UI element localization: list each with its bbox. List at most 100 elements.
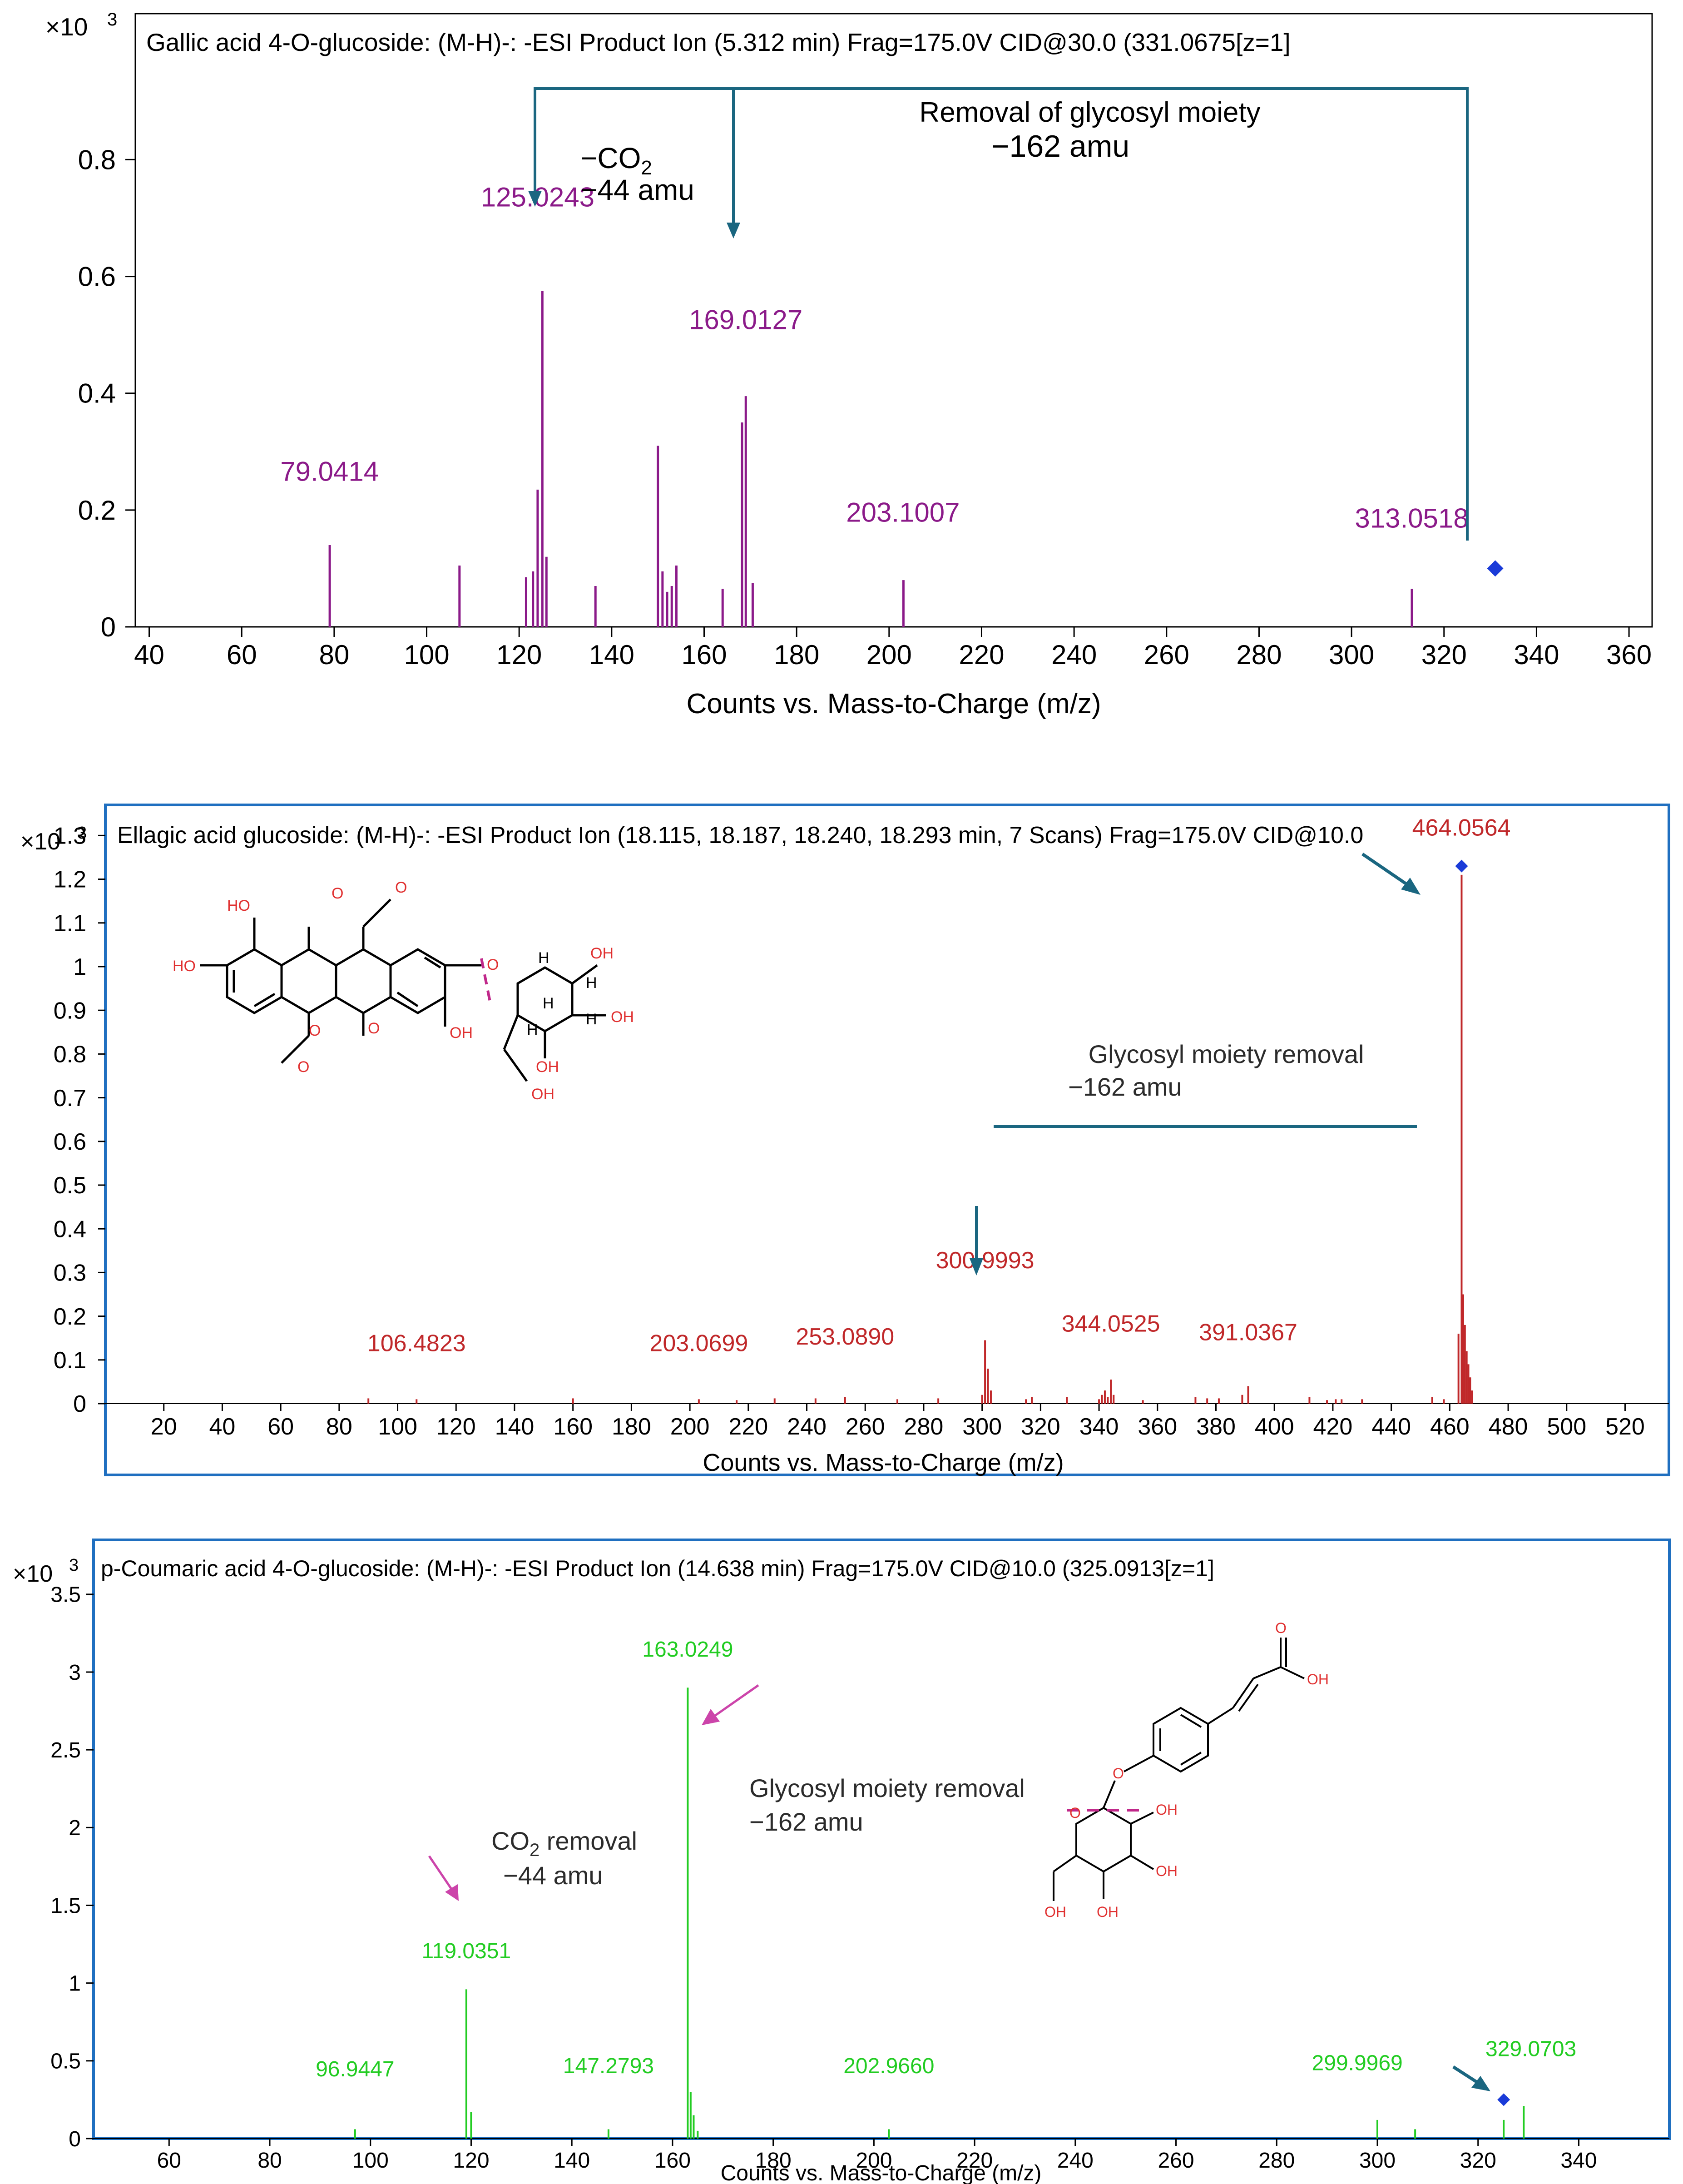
axis-ticks: 60 80 100 120 140 160 180 200 220 240 260 280 300 320…	[50, 1583, 1597, 2173]
atom-label: OH	[450, 1024, 473, 1042]
chart-title: p-Coumaric acid 4-O-glucoside: (M-H)-: -…	[101, 1556, 1214, 1581]
co2-text: CO	[491, 1827, 530, 1855]
y-multiplier: ×10	[13, 1561, 53, 1587]
x-tick-label: 200	[856, 2149, 892, 2173]
bond-glycosidic-2	[1103, 1780, 1116, 1808]
co2-loss-text: −CO	[580, 142, 641, 174]
arrow-to-precursor-shaft	[1361, 853, 1413, 889]
chart-title: Gallic acid 4-O-glucoside: (M-H)-: -ESI …	[146, 28, 1291, 56]
peak-label: 391.0367	[1199, 1320, 1297, 1346]
coumaric-glucoside-structure: O OH O O OH OH OH OH	[1044, 1620, 1329, 1920]
atom-label: OH	[1097, 1904, 1119, 1920]
x-axis-label: Counts vs. Mass-to-Charge (m/z)	[703, 1449, 1064, 1476]
x-tick-label: 240	[787, 1414, 827, 1440]
x-tick-label: 440	[1371, 1414, 1411, 1440]
benzene-ring	[1153, 1707, 1209, 1773]
glycosyl-removal-label: Glycosyl moiety removal	[749, 1774, 1025, 1802]
y-tick-label: 0.6	[54, 1129, 86, 1155]
peak-label: 147.2793	[563, 2054, 654, 2078]
x-tick-label: 260	[1158, 2149, 1194, 2173]
x-tick-label: 220	[728, 1414, 768, 1440]
x-tick-label: 120	[496, 640, 542, 670]
x-tick-label: 380	[1196, 1414, 1236, 1440]
y-tick-label: 2.5	[50, 1738, 81, 1762]
arrow-to-precursor-head	[1471, 2076, 1490, 2091]
bond-carbonyl-o-top	[362, 898, 391, 928]
x-tick-label: 240	[1057, 2149, 1094, 2173]
atom-label: OH	[1044, 1904, 1066, 1920]
ellagic-spectrum-chart: Ellagic acid glucoside: (M-H)-: -ESI Pro…	[20, 804, 1670, 1476]
atom-label: O	[297, 1058, 309, 1076]
plot-frame	[104, 804, 1670, 1476]
structure-bonds	[200, 898, 606, 1082]
atom-label: O	[1113, 1765, 1124, 1782]
co2-loss-label: −CO2	[580, 142, 652, 179]
x-tick-label: 60	[267, 1414, 294, 1440]
peak-labels: 163.0249 119.0351 96.9447 147.2793 202.9660 2…	[316, 1638, 1576, 2106]
spectrum-peaks	[354, 1688, 1525, 2139]
y-multiplier-exp: 3	[69, 1556, 79, 1575]
x-tick-label: 200	[866, 640, 912, 670]
atom-label: OH	[1156, 1802, 1178, 1818]
x-tick-label: 140	[554, 2149, 590, 2173]
plot-frame	[92, 1539, 1671, 2140]
y-tick-label: 1	[73, 954, 86, 980]
axis-ticks: 40 60 80 100 120 140 160 180 200 220 240 260 280 300 3…	[78, 144, 1652, 670]
arrow-to-119-shaft	[428, 1855, 453, 1891]
y-tick-label: 0	[69, 2127, 81, 2151]
x-tick-label: 300	[1329, 640, 1374, 670]
x-tick-label: 300	[962, 1414, 1002, 1440]
x-tick-label: 220	[956, 2149, 993, 2173]
peak-label: 329.0703	[1485, 2037, 1576, 2061]
x-tick-label: 40	[134, 640, 164, 670]
atom-label: H	[586, 974, 597, 992]
peak-label: 202.9660	[843, 2054, 934, 2078]
x-tick-label: 320	[1421, 640, 1467, 670]
fragmentation-annotations: Glycosyl moiety removal −162 amu CO2 rem…	[428, 1684, 1490, 2091]
peak-label: 299.9969	[1312, 2051, 1403, 2075]
y-tick-label: 3	[69, 1661, 81, 1685]
ring-b	[280, 948, 337, 1014]
co2-subscript: 2	[641, 157, 652, 179]
bond-ch2	[503, 1015, 519, 1050]
y-tick-label: 0	[101, 612, 116, 642]
ring-c	[335, 948, 392, 1014]
x-axis-label: Counts vs. Mass-to-Charge (m/z)	[721, 2161, 1042, 2184]
y-tick-label: 0.4	[78, 378, 116, 409]
atom-label: O	[332, 885, 343, 902]
peak-label: 464.0564	[1412, 814, 1511, 841]
atom-label: O	[309, 1022, 321, 1039]
atom-label: OH	[531, 1086, 554, 1103]
peak-label: 344.0525	[1062, 1310, 1160, 1337]
y-tick-label: 3.5	[50, 1583, 81, 1607]
atom-label: OH	[1156, 1863, 1178, 1879]
x-tick-label: 120	[453, 2149, 489, 2173]
x-tick-label: 60	[227, 640, 257, 670]
peak-label: 119.0351	[422, 1939, 511, 1963]
y-tick-label: 0.7	[54, 1085, 86, 1112]
y-tick-label: 0.5	[50, 2050, 81, 2074]
x-tick-label: 180	[755, 2149, 792, 2173]
x-tick-label: 240	[1051, 640, 1097, 670]
x-tick-label: 320	[1021, 1414, 1060, 1440]
arrow-to-125-head	[528, 191, 542, 207]
x-axis-label: Counts vs. Mass-to-Charge (m/z)	[687, 688, 1101, 720]
x-tick-label: 20	[151, 1414, 177, 1440]
co2-mass-label: −44 amu	[503, 1861, 603, 1890]
coumaric-spectrum-chart: p-Coumaric acid 4-O-glucoside: (M-H)-: -…	[13, 1539, 1671, 2184]
x-tick-label: 320	[1460, 2149, 1496, 2173]
x-tick-label: 280	[1258, 2149, 1295, 2173]
peak-label: 313.0518	[1355, 503, 1468, 533]
atom-label: OH	[611, 1008, 634, 1026]
atom-label: OH	[590, 945, 614, 962]
glycosyl-mass-label: −162 amu	[749, 1807, 863, 1836]
x-tick-label: 340	[1560, 2149, 1597, 2173]
atom-label: O	[1275, 1620, 1287, 1636]
bond-sugar-oh-2	[1130, 1855, 1154, 1870]
bond-carboxyl	[1253, 1666, 1281, 1679]
panel-coumaric: p-Coumaric acid 4-O-glucoside: (M-H)-: -…	[0, 1481, 1683, 2184]
arrow-to-301-head	[970, 1258, 983, 1276]
spectrum-peaks	[328, 291, 1413, 627]
co2-removal-label: CO2 removal	[491, 1827, 637, 1860]
